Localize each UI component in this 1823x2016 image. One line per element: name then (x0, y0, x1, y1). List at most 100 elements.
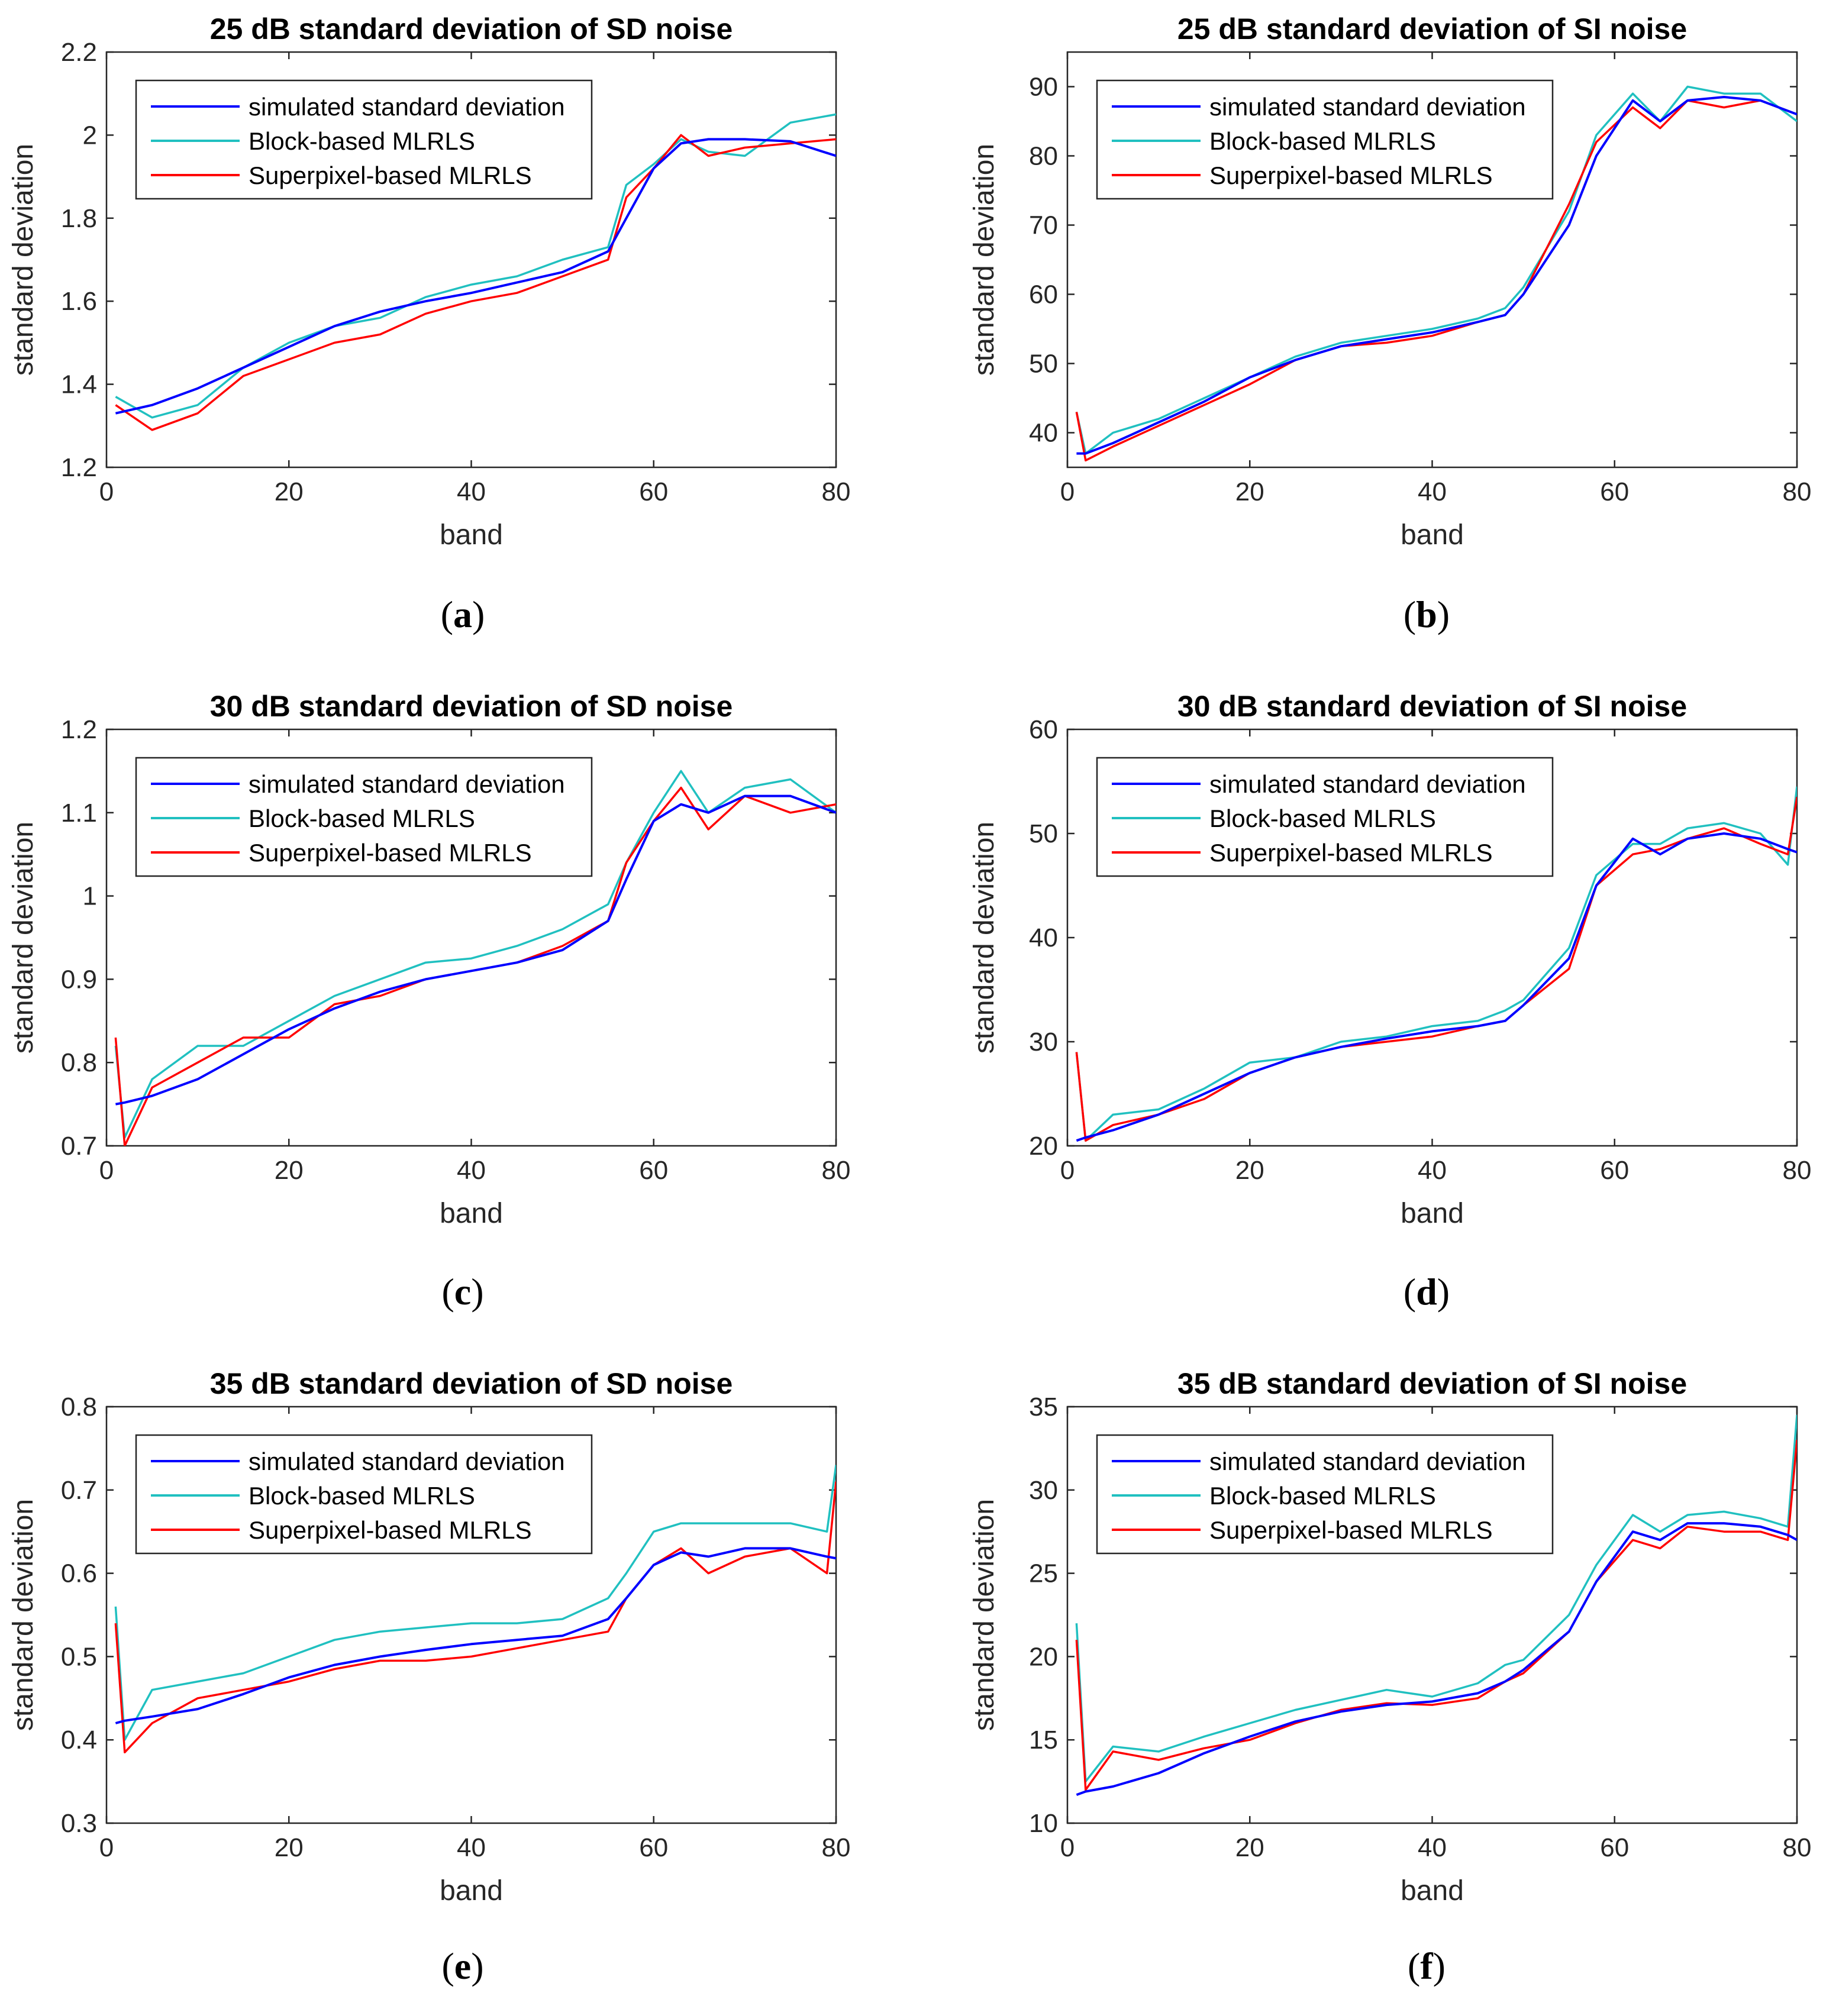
legend: simulated standard deviation Block-based … (135, 1434, 593, 1555)
y-tick-label: 1 (83, 882, 97, 911)
x-tick-label: 40 (457, 477, 486, 506)
chart-title: 35 dB standard deviation of SI noise (1177, 1367, 1687, 1400)
y-tick-label: 0.7 (61, 1476, 97, 1505)
series-group (1075, 1414, 1797, 1796)
chart-title: 25 dB standard deviation of SI noise (1177, 12, 1687, 46)
y-tick-label: 10 (1029, 1809, 1058, 1838)
x-tick-label: 40 (457, 1833, 486, 1862)
y-tick-label: 1.8 (61, 204, 97, 233)
series-line-superpixel (115, 134, 836, 431)
panel-caption-letter: d (1416, 1271, 1437, 1313)
x-tick-label: 20 (275, 477, 304, 506)
y-tick-label: 90 (1029, 73, 1058, 102)
chart-panel-b: 25 dB standard deviation of SI noise 0 20 4… (969, 12, 1811, 635)
series-line-block (1075, 1414, 1797, 1783)
y-tick-label: 1.6 (61, 287, 97, 316)
x-axis-label: band (1401, 1198, 1464, 1229)
series-line-simulated (115, 138, 836, 415)
series-line-simulated (115, 1547, 836, 1724)
y-axis-label: standard deviation (969, 822, 1000, 1054)
x-tick-label: 40 (1418, 1156, 1447, 1185)
legend-label-simulated: simulated standard deviation (1209, 1448, 1526, 1475)
legend: simulated standard deviation Block-based … (135, 79, 593, 200)
x-tick-label: 0 (1060, 1156, 1075, 1185)
y-tick-label: 1.2 (61, 715, 97, 744)
chart-title: 35 dB standard deviation of SD noise (210, 1367, 733, 1400)
x-tick-label: 60 (1600, 1833, 1629, 1862)
x-tick-label: 80 (1783, 1833, 1812, 1862)
chart-panel-f: 35 dB standard deviation of SI noise 0 20 4… (969, 1367, 1811, 1987)
series-group (1075, 786, 1797, 1142)
y-tick-label: 60 (1029, 280, 1058, 309)
x-tick-label: 80 (822, 1833, 851, 1862)
x-tick-label: 80 (822, 1156, 851, 1185)
series-group (114, 1465, 836, 1754)
legend-label-simulated: simulated standard deviation (249, 770, 565, 798)
x-tick-label: 40 (1418, 1833, 1447, 1862)
y-tick-label: 0.6 (61, 1559, 97, 1588)
legend-label-block: Block-based MLRLS (1209, 805, 1436, 832)
legend: simulated standard deviation Block-based … (1096, 79, 1554, 200)
y-tick-label: 1.1 (61, 799, 97, 828)
x-tick-label: 20 (1235, 1156, 1264, 1185)
x-tick-label: 60 (1600, 1156, 1629, 1185)
panel-caption: (f) (1408, 1945, 1446, 1987)
legend-label-superpixel: Superpixel-based MLRLS (249, 161, 532, 189)
legend-label-superpixel: Superpixel-based MLRLS (1209, 161, 1493, 189)
x-tick-label: 20 (275, 1156, 304, 1185)
panel-caption-letter: a (453, 593, 472, 635)
y-tick-label: 50 (1029, 819, 1058, 848)
legend: simulated standard deviation Block-based … (1096, 757, 1554, 877)
legend: simulated standard deviation Block-based … (1096, 1434, 1554, 1555)
y-tick-label: 0.3 (61, 1809, 97, 1838)
legend: simulated standard deviation Block-based … (135, 757, 593, 877)
x-tick-label: 80 (1783, 1156, 1812, 1185)
y-tick-label: 60 (1029, 715, 1058, 744)
x-tick-label: 40 (1418, 477, 1447, 506)
x-axis-label: band (1401, 519, 1464, 551)
y-tick-label: 0.5 (61, 1642, 97, 1671)
chart-title: 25 dB standard deviation of SD noise (210, 12, 733, 46)
chart-panel-a: 25 dB standard deviation of SD noise 0 20 4… (8, 12, 850, 635)
y-tick-label: 40 (1029, 419, 1058, 448)
x-tick-label: 60 (639, 1833, 668, 1862)
legend-label-simulated: simulated standard deviation (1209, 93, 1526, 121)
y-tick-label: 2.2 (61, 38, 97, 67)
y-axis-label: standard deviation (8, 822, 39, 1054)
y-tick-label: 0.9 (61, 965, 97, 994)
x-axis-label: band (440, 1875, 503, 1907)
y-axis-label: standard deviation (969, 144, 1000, 376)
series-line-simulated (1076, 96, 1797, 455)
y-tick-label: 30 (1029, 1476, 1058, 1505)
x-axis-label: band (440, 1198, 503, 1229)
y-tick-label: 20 (1029, 1132, 1058, 1161)
y-tick-label: 2 (83, 121, 97, 150)
chart-title: 30 dB standard deviation of SD noise (210, 690, 733, 723)
y-tick-label: 30 (1029, 1028, 1058, 1057)
x-tick-label: 80 (822, 477, 851, 506)
y-tick-label: 80 (1029, 142, 1058, 171)
x-tick-label: 0 (1060, 1833, 1075, 1862)
x-tick-label: 20 (1235, 477, 1264, 506)
x-tick-label: 0 (1060, 477, 1075, 506)
x-axis-label: band (440, 519, 503, 551)
panel-caption: (a) (441, 593, 485, 635)
chart-panel-e: 35 dB standard deviation of SD noise 0 20 4… (8, 1367, 850, 1987)
panel-caption-letter: f (1420, 1945, 1433, 1987)
x-tick-label: 60 (1600, 477, 1629, 506)
x-tick-label: 0 (99, 477, 114, 506)
panel-caption-letter: c (454, 1271, 471, 1313)
series-line-superpixel (1075, 1440, 1797, 1791)
series-line-block (1075, 85, 1797, 455)
legend-label-simulated: simulated standard deviation (1209, 770, 1526, 798)
series-group (114, 770, 836, 1146)
y-tick-label: 70 (1029, 211, 1058, 240)
series-group (115, 113, 836, 431)
x-tick-label: 20 (275, 1833, 304, 1862)
legend-label-simulated: simulated standard deviation (249, 1448, 565, 1475)
y-axis-label: standard deviation (8, 1499, 39, 1731)
y-tick-label: 15 (1029, 1726, 1058, 1755)
x-tick-label: 0 (99, 1156, 114, 1185)
